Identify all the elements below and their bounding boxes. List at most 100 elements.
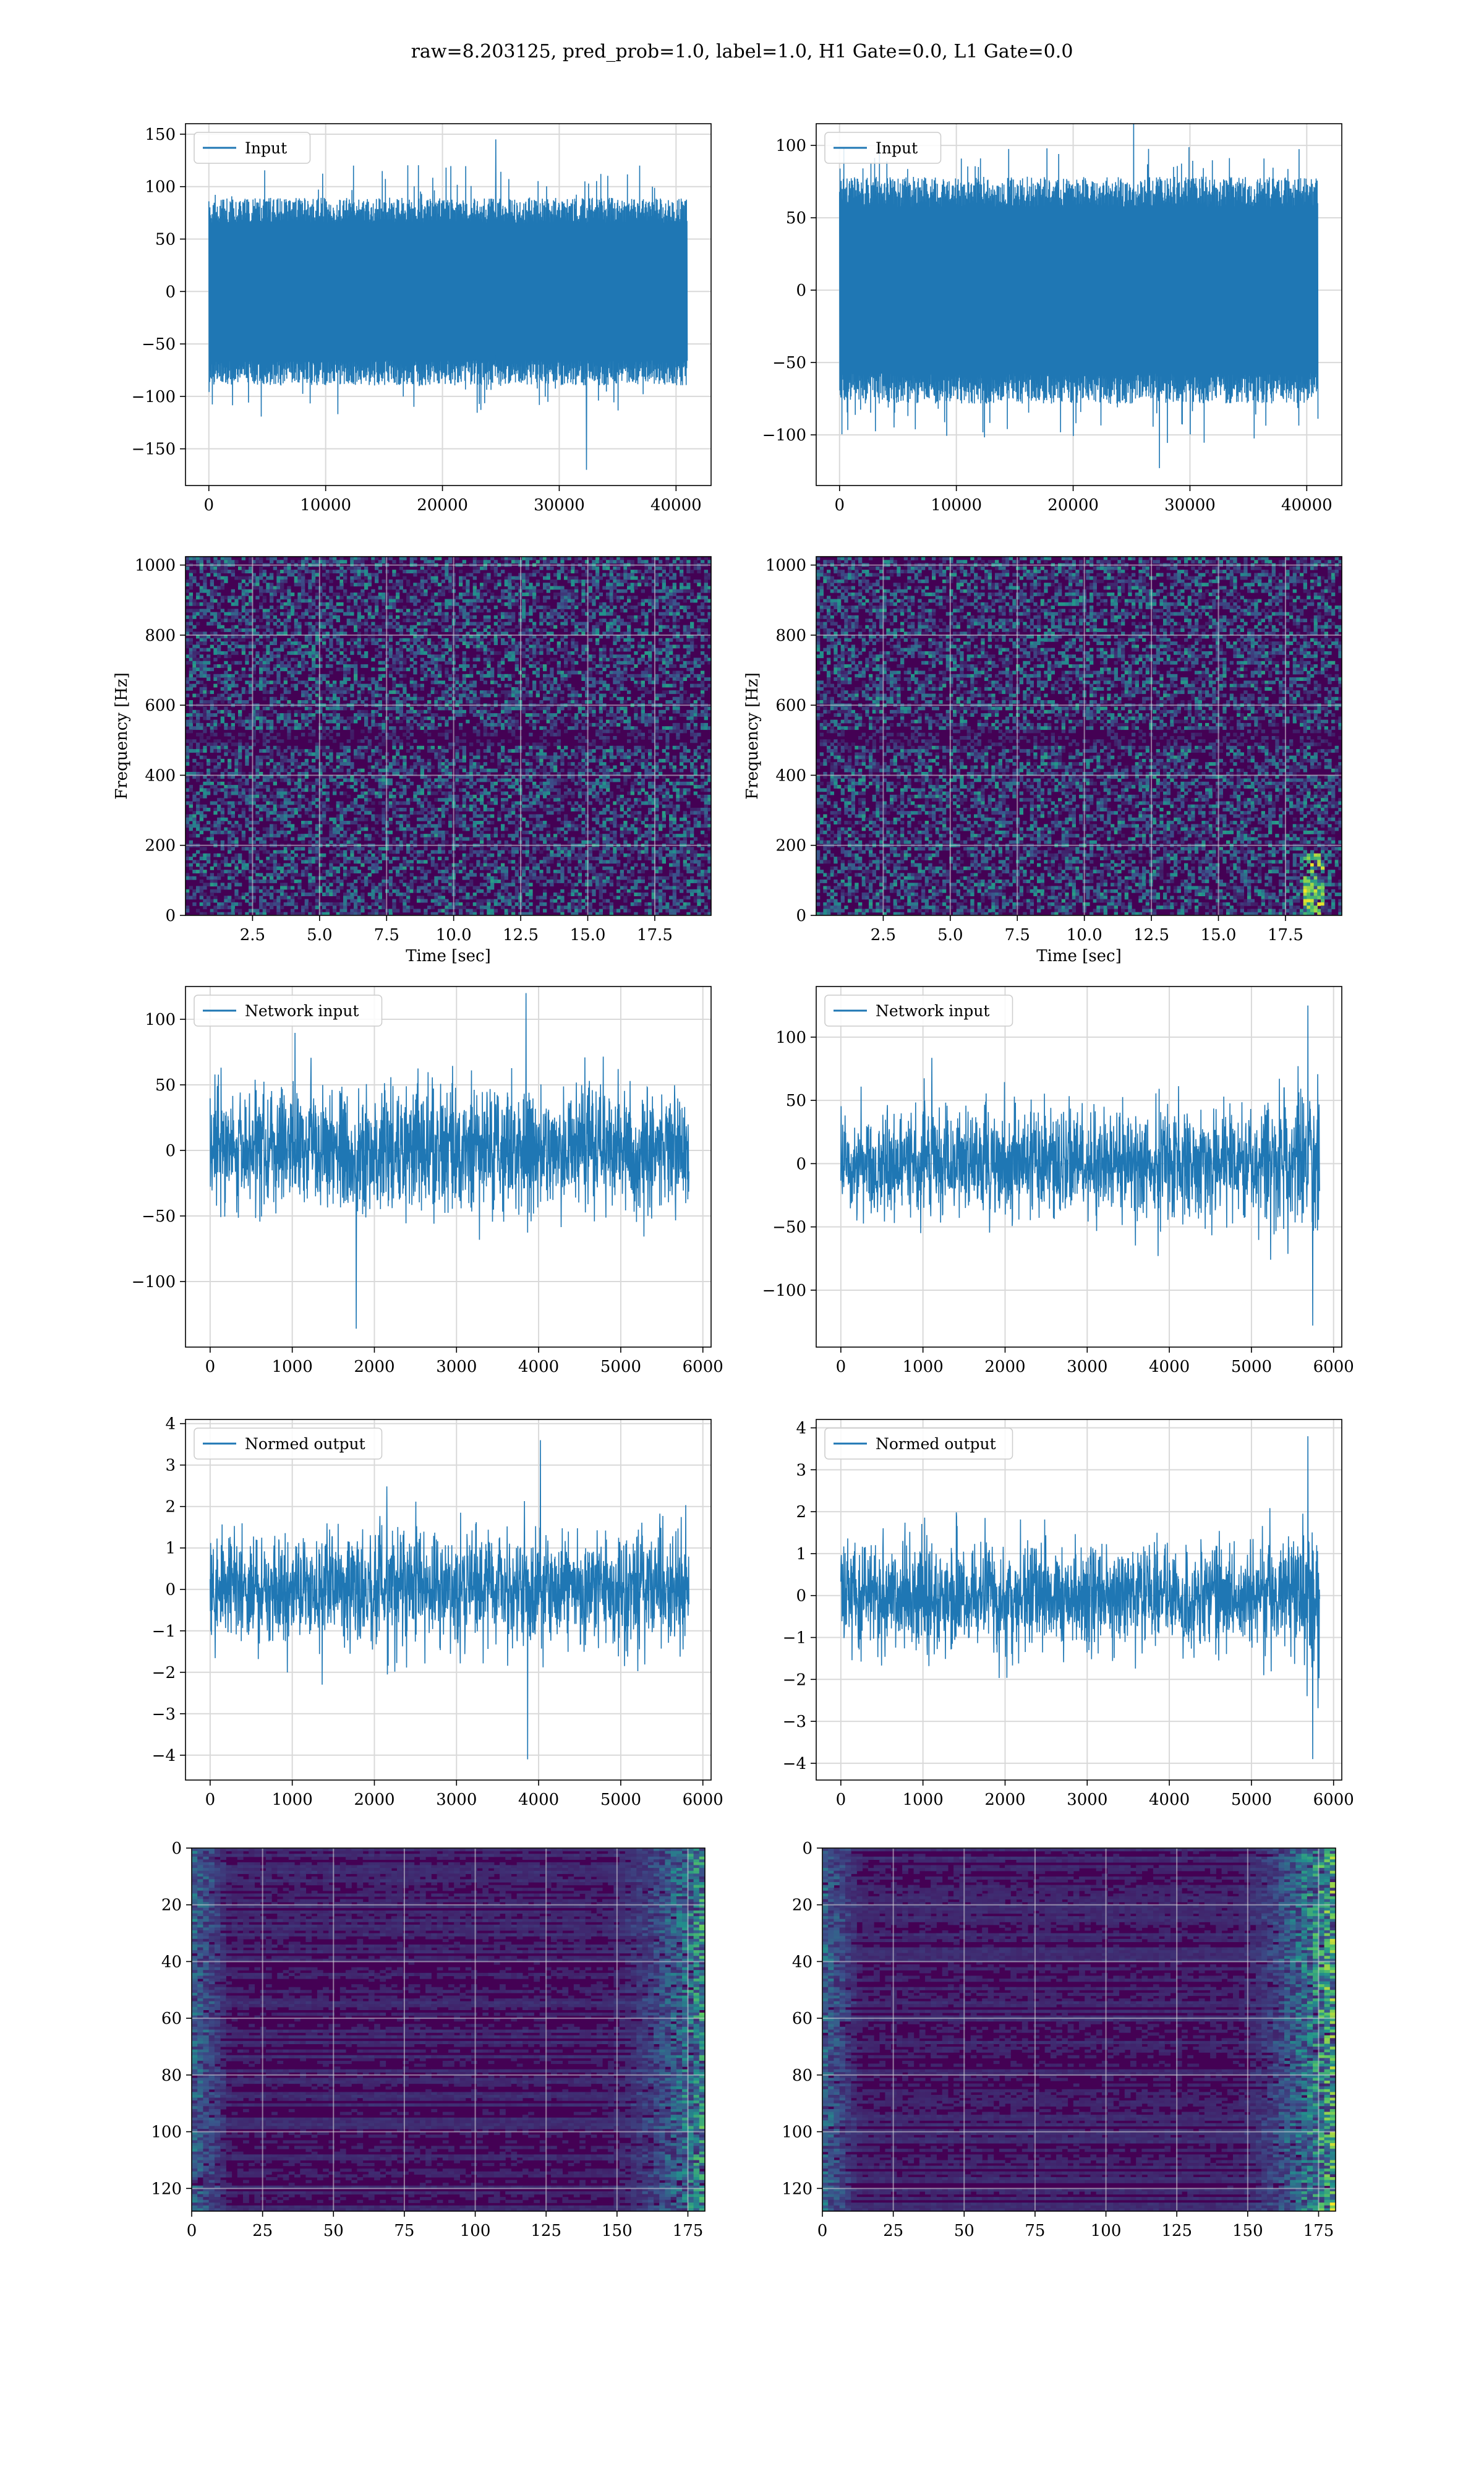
- figure-title: raw=8.203125, pred_prob=1.0, label=1.0, …: [0, 41, 1484, 62]
- y-tick-label: 0: [165, 907, 176, 925]
- x-tick-label: 50: [323, 2222, 344, 2240]
- x-tick-label: 1000: [272, 1358, 313, 1376]
- x-tick-label: 17.5: [637, 926, 673, 944]
- x-tick-label: 5.0: [937, 926, 963, 944]
- y-tick-label: 0: [165, 1142, 176, 1160]
- x-tick-label: 15.0: [570, 926, 606, 944]
- x-tick-label: 6000: [1313, 1791, 1354, 1809]
- series-line-input-l1: [839, 124, 1319, 468]
- x-tick-label: 2.5: [240, 926, 265, 944]
- series-layer-network-input-l1: [840, 1005, 1320, 1326]
- y-tick-label: 200: [145, 837, 176, 855]
- y-tick-label: 1: [165, 1539, 176, 1558]
- y-tick-label: 4: [796, 1419, 806, 1438]
- x-axis-label: Time [sec]: [1036, 947, 1122, 965]
- y-tick-label: 4: [165, 1415, 176, 1434]
- x-tick-label: 2000: [354, 1791, 394, 1809]
- y-tick-label: 50: [155, 1076, 176, 1095]
- legend-label: Network input: [245, 1002, 359, 1020]
- axes-frame-feature-map-h1: [191, 1847, 706, 2212]
- x-tick-label: 6000: [683, 1358, 723, 1376]
- y-tick-label: 100: [782, 2123, 812, 2142]
- x-tick-label: 2000: [354, 1358, 394, 1376]
- x-tick-label: 125: [531, 2222, 561, 2240]
- x-tick-label: 150: [602, 2222, 633, 2240]
- legend-box: [824, 132, 942, 164]
- x-tick-label: 7.5: [374, 926, 399, 944]
- x-tick-label: 175: [673, 2222, 704, 2240]
- x-tick-label: 12.5: [1133, 926, 1169, 944]
- series-layer-input-l1: [839, 124, 1319, 468]
- y-tick-label: 600: [145, 696, 176, 715]
- y-tick-label: 50: [786, 209, 806, 228]
- feature-map-cells-feature-map-l1: [822, 1848, 1336, 2211]
- y-tick-label: 20: [792, 1896, 812, 1915]
- axes-frame-input-l1: [816, 123, 1342, 486]
- legend-normed-output-h1: Normed output: [194, 1427, 383, 1460]
- y-tick-label: −50: [142, 335, 176, 354]
- x-tick-label: 5000: [1231, 1358, 1272, 1376]
- y-tick-label: 150: [145, 126, 176, 144]
- y-tick-label: −3: [783, 1713, 806, 1731]
- legend-normed-output-l1: Normed output: [824, 1427, 1013, 1460]
- y-tick-label: −1: [783, 1629, 806, 1648]
- y-tick-label: −150: [132, 440, 176, 459]
- x-tick-label: 15.0: [1201, 926, 1237, 944]
- y-tick-label: 0: [165, 283, 176, 301]
- y-tick-label: 60: [792, 2010, 812, 2028]
- y-tick-label: 600: [775, 696, 806, 715]
- legend-network-input-l1: Network input: [824, 995, 1013, 1027]
- y-tick-label: 100: [145, 1011, 176, 1029]
- plot-area-feature-map-h1: [192, 1848, 705, 2211]
- plot-area-feature-map-l1: [822, 1848, 1336, 2211]
- legend-label: Normed output: [876, 1435, 996, 1453]
- y-tick-label: 80: [161, 2066, 182, 2085]
- x-tick-label: 10000: [300, 496, 351, 515]
- y-tick-label: 1000: [135, 557, 176, 575]
- y-tick-label: −100: [762, 1282, 806, 1300]
- x-tick-label: 0: [205, 1358, 216, 1376]
- legend-box: [824, 995, 1013, 1027]
- y-tick-label: 100: [775, 1029, 806, 1047]
- x-tick-label: 20000: [1047, 496, 1099, 515]
- y-tick-label: 60: [161, 2010, 182, 2028]
- plot-area-spectrogram-l1: [816, 557, 1342, 915]
- axes-frame-normed-output-h1: [185, 1419, 712, 1781]
- x-tick-label: 40000: [1281, 496, 1333, 515]
- x-tick-label: 2000: [984, 1358, 1025, 1376]
- legend-input-h1: Input: [194, 132, 311, 164]
- x-axis-label: Time [sec]: [406, 947, 491, 965]
- y-tick-label: 0: [796, 907, 806, 925]
- series-line-network-input-h1: [210, 993, 689, 1329]
- x-tick-label: 40000: [650, 496, 702, 515]
- x-tick-label: 0: [187, 2222, 197, 2240]
- y-tick-label: 50: [155, 231, 176, 249]
- y-tick-label: 50: [786, 1092, 806, 1110]
- x-tick-label: 20000: [417, 496, 468, 515]
- series-layer-normed-output-h1: [210, 1440, 689, 1760]
- series-line-normed-output-h1: [210, 1440, 689, 1760]
- x-tick-label: 4000: [1149, 1791, 1190, 1809]
- y-tick-label: −100: [132, 1273, 176, 1291]
- axes-frame-network-input-l1: [816, 986, 1342, 1348]
- series-layer-input-h1: [208, 139, 688, 470]
- x-tick-label: 3000: [436, 1791, 477, 1809]
- y-tick-label: 0: [796, 1155, 806, 1173]
- y-tick-label: −100: [762, 426, 806, 445]
- x-tick-label: 3000: [436, 1358, 477, 1376]
- x-tick-label: 4000: [1149, 1358, 1190, 1376]
- y-tick-label: 400: [775, 766, 806, 785]
- legend-input-l1: Input: [824, 132, 942, 164]
- x-tick-label: 175: [1303, 2222, 1334, 2240]
- y-tick-label: 40: [161, 1953, 182, 1971]
- y-axis-label: Frequency [Hz]: [743, 672, 762, 800]
- x-tick-label: 1000: [903, 1791, 944, 1809]
